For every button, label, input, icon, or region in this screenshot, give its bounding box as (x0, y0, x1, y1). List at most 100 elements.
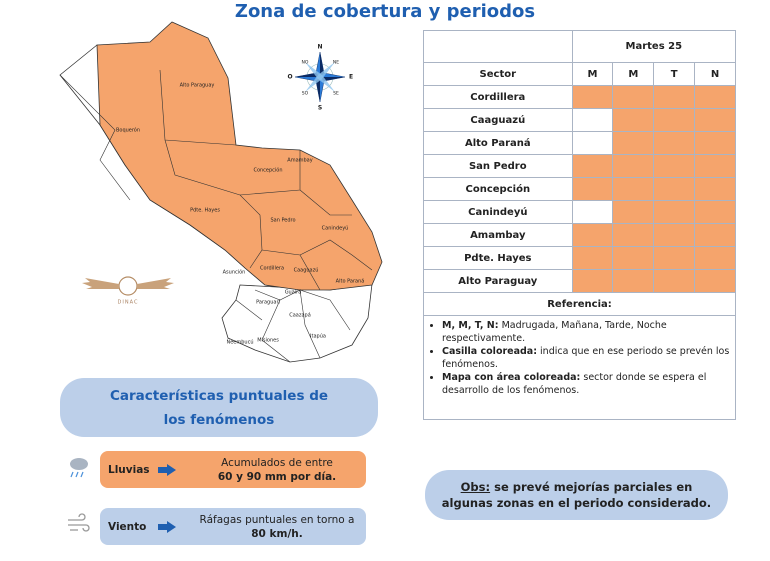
sector-name: Concepción (423, 177, 573, 201)
feature-item: Lluvias Acumulados de entre 60 y 90 mm por… (100, 451, 366, 488)
period-cell (653, 108, 696, 132)
day-header: Martes 25 (571, 30, 737, 63)
region-label: Itapúa (310, 333, 326, 340)
region-label: Alto Paraguay (180, 83, 215, 89)
period-cell (653, 269, 696, 293)
feature-highlight: 80 km/h. (251, 527, 303, 540)
reference-header: Referencia: (423, 292, 736, 316)
region-label: Caaguazú (294, 267, 319, 274)
compass-label: E (349, 74, 353, 81)
period-cell (694, 85, 736, 109)
period-cell (694, 131, 736, 155)
period-cell (571, 200, 614, 224)
compass-label: NO (302, 60, 309, 66)
sector-row: Pdte. Hayes (423, 246, 736, 270)
period-cell (612, 108, 655, 132)
compass-label: O (287, 74, 292, 81)
period-cell (694, 200, 736, 224)
blank-cell (423, 30, 573, 63)
sector-row: Canindeyú (423, 200, 736, 224)
note-text: indica que en ese periodo se prevén los … (442, 346, 730, 370)
compass-label: NE (333, 60, 339, 66)
period-cell (612, 177, 655, 201)
period-cell (694, 177, 736, 201)
feature-detail: Ráfagas puntuales en torno a 80 km/h. (188, 513, 366, 541)
sector-row: San Pedro (423, 154, 736, 178)
region-label: Ñeembucú (226, 339, 253, 346)
period-cell (571, 269, 614, 293)
region-label: Paraguarí (256, 299, 280, 306)
header-row: Martes 25 (423, 30, 737, 63)
feature-name: Lluvias (108, 463, 150, 476)
reference-note: Casilla coloreada: indica que en ese per… (442, 345, 731, 371)
sector-name: San Pedro (423, 154, 573, 178)
rain-icon (70, 458, 88, 478)
arrow-shape (158, 463, 176, 476)
period-cell (571, 246, 614, 270)
sector-row: Concepción (423, 177, 736, 201)
period-cell (571, 223, 614, 247)
period-cell (653, 200, 696, 224)
map-labels: Alto Paraguay Boquerón Pdte. Hayes Concepci… (116, 83, 364, 346)
sector-header: Sector (423, 62, 573, 86)
sector-name: Alto Paraguay (423, 269, 573, 293)
region-label: Boquerón (116, 127, 140, 134)
period-cell (571, 154, 614, 178)
region-label: Concepción (253, 167, 282, 174)
covered-area (96, 21, 383, 291)
period-cell (653, 177, 696, 201)
arrow-shape (158, 520, 176, 533)
sector-row: Cordillera (423, 85, 736, 109)
sector-name: Pdte. Hayes (423, 246, 573, 270)
region-label: Asunción (223, 269, 246, 276)
period-header: N (694, 62, 736, 86)
map: Alto Paraguay Boquerón Pdte. Hayes Concepci… (59, 21, 383, 363)
title: Zona de cobertura y periodos (234, 1, 536, 22)
period-cell (571, 85, 614, 109)
period-cell (653, 223, 696, 247)
period-cell (694, 154, 736, 178)
sector-row: Alto Paraguay (423, 269, 736, 293)
compass-label: N (317, 44, 322, 51)
period-cell (694, 223, 736, 247)
period-cell (612, 223, 655, 247)
sector-name: Caaguazú (423, 108, 573, 132)
period-cell (694, 269, 736, 293)
period-row: Sector M M T N (423, 62, 736, 86)
sector-name: Cordillera (423, 85, 573, 109)
reference-notes: M, M, T, N: Madrugada, Mañana, Tarde, No… (428, 319, 731, 397)
region-label: Amambay (287, 158, 312, 164)
features-title: Características puntuales de los fenómen… (60, 378, 378, 437)
region-label: Guairá (285, 289, 302, 296)
obs-text: se prevé mejorías parciales en algunas z… (441, 480, 712, 510)
period-cell (612, 131, 655, 155)
region-label: Pdte. Hayes (190, 208, 220, 214)
sector-row: Amambay (423, 223, 736, 247)
feature-highlight: 60 y 90 mm por día. (217, 470, 337, 483)
reference-box: M, M, T, N: Madrugada, Mañana, Tarde, No… (423, 315, 736, 420)
sector-name: Amambay (423, 223, 573, 247)
period-cell (694, 108, 736, 132)
feature-name: Viento (108, 520, 147, 533)
region-label: Alto Paraná (336, 278, 365, 285)
compass-label: S (318, 105, 322, 112)
observation: Obs: se prevé mejorías parciales en algu… (425, 470, 728, 520)
arrow (158, 520, 176, 533)
reference-note: M, M, T, N: Madrugada, Mañana, Tarde, No… (442, 319, 731, 345)
region-label: San Pedro (270, 218, 295, 224)
period-cell (612, 200, 655, 224)
compass-labels: N NO NE O E SO SE S (287, 44, 353, 112)
note-term: Mapa con área coloreada: (442, 372, 581, 383)
compass-label: SE (333, 91, 339, 97)
schedule-table: Martes 25 Sector M M T N Cordillera Caaguazú Alt… (423, 30, 737, 316)
region-label: Caazapá (289, 312, 311, 319)
period-cell (653, 131, 696, 155)
period-header: M (571, 62, 614, 86)
period-cell (653, 246, 696, 270)
logo-text: DINAC (118, 300, 139, 306)
compass-label: SO (302, 91, 309, 97)
compass (294, 51, 346, 103)
feature-detail-text: Acumulados de entre (221, 456, 333, 469)
arrow (158, 463, 176, 476)
